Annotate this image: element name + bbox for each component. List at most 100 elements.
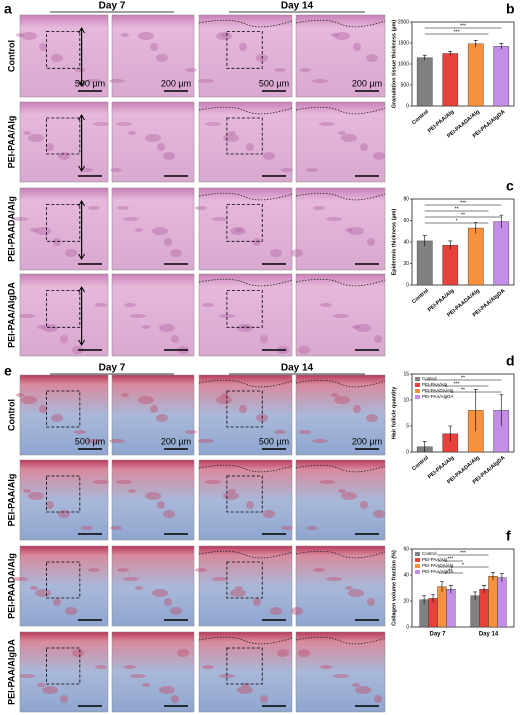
tissue-texture bbox=[326, 217, 342, 221]
tissue-texture bbox=[109, 79, 125, 83]
epidermis-outline bbox=[295, 106, 386, 115]
y-tick-label: 1000 bbox=[398, 61, 409, 67]
panel-label: f bbox=[506, 528, 511, 544]
zoom-box bbox=[46, 390, 81, 428]
scale-bar-label: 500 µm bbox=[259, 436, 289, 446]
y-tick-label: 0 bbox=[406, 103, 409, 109]
tissue-texture bbox=[202, 665, 214, 669]
tissue-texture bbox=[237, 686, 253, 694]
y-tick-label: 20 bbox=[403, 261, 409, 267]
tissue-texture bbox=[116, 480, 132, 484]
tissue-texture bbox=[123, 577, 139, 581]
legend-label: Control bbox=[422, 376, 437, 381]
legend-label: PEI-PAA/AlgDA bbox=[422, 394, 453, 399]
panel-label: a bbox=[4, 1, 12, 17]
tissue-texture bbox=[195, 568, 207, 572]
tissue-texture bbox=[212, 217, 228, 221]
tissue-texture bbox=[219, 314, 235, 318]
tissue-texture bbox=[110, 526, 122, 530]
error-bar bbox=[473, 389, 478, 432]
x-tick-label: Control bbox=[411, 455, 430, 472]
tissue-texture bbox=[51, 54, 63, 62]
significance-label: *** bbox=[454, 29, 460, 35]
tissue-texture bbox=[30, 586, 38, 590]
y-tick-label: 60 bbox=[403, 546, 409, 552]
tissue-texture bbox=[110, 168, 122, 172]
bar bbox=[497, 577, 507, 628]
legend-label: PEI-PAADA/Alg bbox=[422, 563, 454, 568]
bar bbox=[488, 576, 498, 628]
micrograph bbox=[111, 101, 195, 183]
tissue-texture bbox=[246, 143, 254, 151]
tissue-texture bbox=[157, 501, 165, 509]
legend-label: PEI-PAA/AlgDA bbox=[422, 569, 453, 574]
significance-label: *** bbox=[447, 556, 453, 562]
y-tick-label: 60 bbox=[403, 218, 409, 224]
significance-label: *** bbox=[454, 381, 460, 387]
micrograph bbox=[111, 545, 195, 627]
scale-bar-label: 200 µm bbox=[161, 78, 191, 88]
micrograph bbox=[198, 187, 293, 271]
panel-label: c bbox=[506, 178, 514, 194]
tissue-texture bbox=[128, 489, 136, 493]
tissue-texture bbox=[65, 249, 77, 257]
error-bar bbox=[431, 594, 436, 603]
error-bar bbox=[490, 572, 495, 581]
micrograph bbox=[198, 545, 293, 627]
y-tick-label: 5 bbox=[406, 423, 409, 429]
y-axis-label: Granulation tissue thickness (µm) bbox=[391, 20, 397, 109]
tissue-texture bbox=[312, 79, 328, 83]
tissue-texture bbox=[298, 649, 310, 657]
tissue-texture bbox=[159, 324, 175, 332]
tissue-texture bbox=[46, 501, 54, 509]
bar bbox=[493, 221, 510, 286]
bar bbox=[479, 589, 489, 628]
zoom-box bbox=[226, 203, 263, 242]
row-label: Control bbox=[6, 399, 16, 431]
bar bbox=[442, 245, 459, 286]
tissue-texture bbox=[35, 589, 51, 597]
tissue-texture bbox=[216, 396, 232, 404]
error-bar bbox=[448, 51, 453, 56]
tissue-texture bbox=[219, 674, 235, 678]
tissue-texture bbox=[86, 439, 102, 443]
y-tick-label: 80 bbox=[403, 196, 409, 202]
tissue-texture bbox=[313, 206, 325, 210]
tissue-texture bbox=[93, 122, 109, 126]
significance-label: ** bbox=[461, 387, 465, 393]
significance-label: ** bbox=[455, 206, 459, 212]
tissue-texture bbox=[81, 526, 93, 530]
y-axis-label: Collagen volume fraction (%) bbox=[391, 550, 397, 626]
micrograph bbox=[295, 631, 386, 713]
legend-swatch bbox=[415, 570, 420, 574]
legend-swatch bbox=[415, 558, 420, 562]
legend-label: PEI-PAA/Alg bbox=[422, 382, 448, 387]
y-tick-label: 0 bbox=[406, 449, 409, 455]
error-bar bbox=[439, 581, 444, 592]
arrow-head bbox=[78, 286, 86, 346]
tissue-texture bbox=[331, 393, 339, 397]
tissue-texture bbox=[270, 607, 282, 615]
tissue-texture bbox=[60, 695, 68, 703]
tissue-texture bbox=[228, 131, 236, 135]
tissue-texture bbox=[239, 43, 247, 51]
tissue-texture bbox=[130, 674, 146, 678]
y-tick-label: 0 bbox=[406, 624, 409, 630]
day-label: Day 14 bbox=[281, 363, 314, 374]
tissue-texture bbox=[157, 143, 165, 151]
legend-label: PEI-PAADA/Alg bbox=[422, 388, 454, 393]
tissue-texture bbox=[212, 577, 228, 581]
tissue-texture bbox=[253, 598, 261, 606]
tissue-texture bbox=[198, 79, 214, 83]
tissue-texture bbox=[150, 43, 158, 51]
tissue-texture bbox=[121, 393, 129, 397]
y-tick-label: 1500 bbox=[398, 40, 409, 46]
bar bbox=[467, 227, 484, 286]
micrograph bbox=[19, 14, 109, 98]
bar bbox=[467, 43, 484, 107]
tissue-texture bbox=[366, 54, 378, 62]
legend-swatch bbox=[415, 564, 420, 568]
tissue-texture bbox=[121, 33, 129, 37]
plot-frame bbox=[411, 373, 515, 453]
